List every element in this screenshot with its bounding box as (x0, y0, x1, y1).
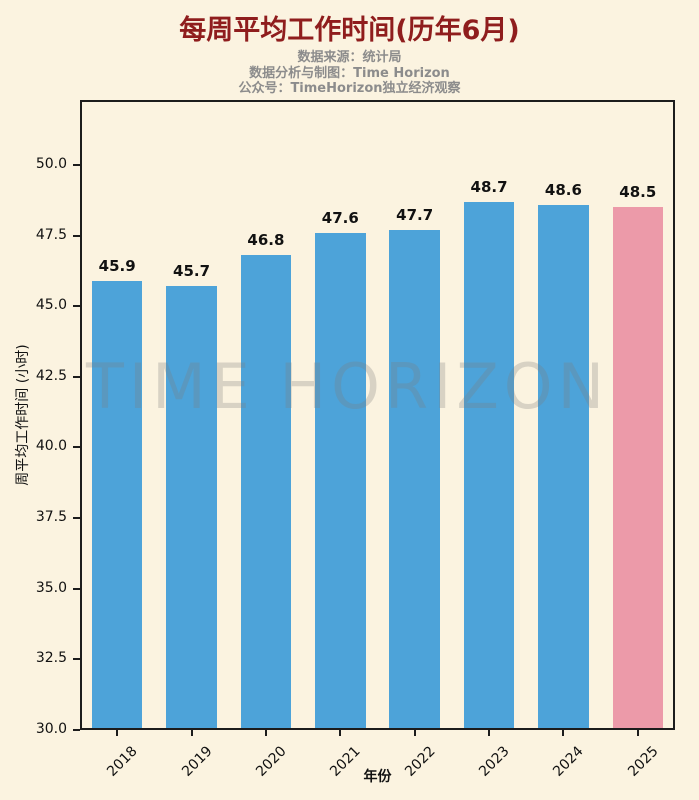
y-tick-label: 37.5 (35, 509, 67, 526)
subtitle-line-account: 公众号：TimeHorizon独立经济观察 (238, 81, 461, 96)
bar-value-label: 48.6 (544, 180, 582, 199)
bar-2023 (463, 201, 515, 728)
bar-2024 (538, 204, 589, 728)
y-tick-label: 42.5 (35, 367, 67, 384)
bar-value-label: 47.6 (321, 208, 359, 227)
y-tick-mark (73, 658, 80, 661)
chart-subtitle: 数据来源：统计局 数据分析与制图：Time Horizon 公众号：TimeHo… (0, 50, 699, 97)
y-tick-label: 45.0 (35, 297, 67, 314)
x-tick-mark (488, 730, 491, 736)
x-axis-label: 年份 (363, 769, 392, 785)
y-tick-mark (73, 517, 80, 520)
bar-2019 (166, 286, 217, 728)
y-tick-label: 50.0 (35, 155, 67, 172)
bar-value-label: 45.7 (173, 262, 211, 281)
subtitle-line-author: 数据分析与制图：Time Horizon (249, 65, 450, 81)
bar-value-label: 46.8 (247, 231, 285, 250)
x-tick-mark (636, 730, 639, 736)
x-tick-mark (562, 730, 565, 736)
bar-2018 (91, 280, 143, 728)
y-axis-label: 周平均工作时间 (小时) (15, 344, 31, 486)
bar-value-label: 48.7 (470, 177, 508, 196)
y-tick-mark (73, 446, 80, 449)
bar-2021 (315, 232, 366, 728)
chart-title: 每周平均工作时间(历年6月) (179, 15, 520, 46)
bar-2022 (389, 229, 440, 728)
x-tick-mark (339, 730, 342, 736)
x-tick-mark (413, 730, 416, 736)
y-tick-label: 47.5 (35, 226, 67, 243)
y-tick-mark (73, 375, 80, 378)
y-tick-label: 40.0 (35, 438, 67, 455)
x-tick-mark (190, 730, 193, 736)
y-tick-mark (73, 163, 80, 166)
plot-area (80, 100, 675, 730)
y-tick-mark (73, 587, 80, 590)
bar-value-label: 45.9 (98, 256, 136, 275)
x-tick-mark (264, 730, 267, 736)
bar-value-label: 48.5 (619, 183, 657, 202)
y-tick-label: 30.0 (35, 721, 67, 737)
bar-2020 (240, 255, 292, 728)
subtitle-line-source: 数据来源：统计局 (297, 50, 402, 65)
y-tick-label: 35.0 (35, 579, 67, 596)
y-tick-mark (73, 729, 80, 731)
y-tick-mark (73, 305, 80, 308)
bar-value-label: 47.7 (396, 205, 434, 224)
y-tick-label: 32.5 (35, 650, 67, 667)
y-tick-mark (73, 234, 80, 237)
bar-2025 (612, 207, 664, 728)
x-tick-mark (116, 730, 119, 736)
